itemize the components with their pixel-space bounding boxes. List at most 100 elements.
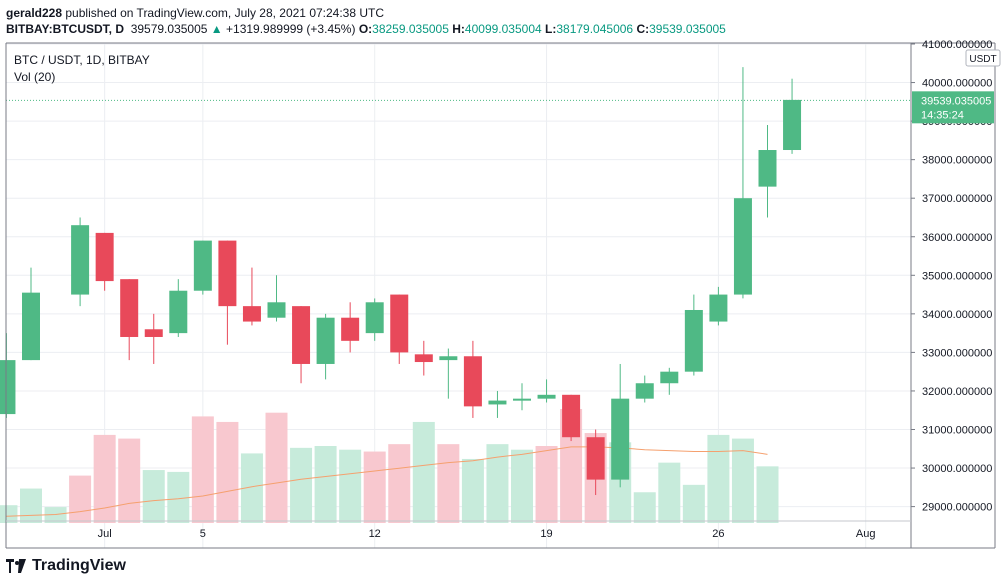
volume-bar [0, 505, 18, 523]
volume-bar [142, 470, 165, 523]
volume-bar [118, 438, 141, 523]
volume-bar [756, 466, 779, 523]
candle [684, 294, 703, 376]
price-tick-label: 29000.000000 [922, 502, 992, 514]
close-value: 39579.035005 [130, 22, 208, 36]
candle [144, 313, 163, 364]
candle-body [414, 354, 433, 363]
candle [733, 67, 752, 299]
candle-body [242, 306, 261, 322]
candle-body [95, 232, 114, 282]
volume-bar [682, 484, 705, 523]
last-price-label: 39539.035005 [921, 95, 991, 107]
candle-body [709, 294, 728, 322]
volume-bar [69, 475, 92, 523]
time-tick-label: 5 [200, 528, 206, 540]
time-axis[interactable]: Jul 5 12 19 26 Aug [98, 528, 876, 540]
candle-body [390, 294, 409, 353]
price-tick-label: 36000.000000 [922, 232, 992, 244]
price-tick-label: 33000.000000 [922, 347, 992, 359]
series-legend[interactable]: BTC / USDT, 1D, BITBAY [14, 53, 150, 67]
open-value: 38259.035005 [372, 22, 449, 36]
volume-bar [167, 471, 190, 523]
candle [292, 306, 311, 384]
volume-bar [265, 412, 288, 523]
volume-bar [339, 449, 362, 523]
chart-header: gerald228 published on TradingView.com, … [6, 5, 1001, 37]
candle-body [22, 292, 40, 361]
countdown-label: 14:35:24 [921, 109, 964, 121]
candle [365, 298, 384, 341]
candle [709, 286, 728, 326]
candle [660, 367, 679, 395]
low-value: 38179.045006 [556, 22, 634, 36]
volume-bar [290, 447, 313, 523]
candle [0, 333, 16, 418]
brand-name: TradingView [32, 557, 126, 574]
candle-body [660, 371, 679, 384]
candle-body [292, 306, 311, 364]
price-tick-label: 40000.000000 [922, 78, 992, 90]
candle-body [488, 400, 507, 405]
candle [537, 379, 556, 403]
candle [316, 313, 335, 380]
candle [758, 124, 777, 218]
volume-bar [191, 416, 214, 523]
volume-bar [633, 492, 656, 523]
price-tick-label: 37000.000000 [922, 193, 992, 205]
candle [586, 429, 605, 496]
candle [341, 302, 360, 353]
volume-legend[interactable]: Vol (20) [14, 70, 56, 84]
candle [390, 294, 409, 364]
candle-body [611, 398, 630, 480]
time-tick-label: Jul [98, 528, 112, 540]
candle [71, 217, 90, 307]
tradingview-footer[interactable]: TradingView [6, 557, 126, 575]
high-value: 40099.035004 [464, 22, 542, 36]
candle-body [758, 150, 777, 187]
author-name[interactable]: gerald228 [6, 6, 63, 20]
currency-badge: USDT [965, 49, 1001, 67]
up-arrow-icon: ▲ [210, 22, 223, 36]
ohlc-line: BITBAY:BTCUSDT, D 39579.035005 ▲ +1319.9… [6, 21, 1001, 37]
open-label: O: [358, 22, 373, 36]
candle-body [341, 317, 360, 341]
volume-bar [658, 462, 681, 523]
price-tick-label: 38000.000000 [922, 155, 992, 167]
symbol-label: BITBAY:BTCUSDT, D [6, 22, 125, 36]
volume-bars [0, 409, 779, 523]
price-axis[interactable]: 29000.000000 30000.000000 31000.000000 3200… [911, 39, 1001, 514]
candle [439, 348, 458, 399]
candle-body [144, 329, 163, 337]
candle-body [586, 437, 605, 480]
volume-bar [437, 444, 460, 523]
volume-bar [412, 421, 435, 523]
candle [783, 78, 802, 154]
tradingview-logo-icon [6, 559, 26, 573]
candle-body [463, 356, 482, 407]
volume-bar [560, 409, 583, 523]
time-tick-label: Aug [856, 528, 876, 540]
volume-bar [93, 434, 116, 523]
candlesticks [0, 67, 802, 496]
volume-ma-line [6, 446, 768, 517]
volume-bar [461, 458, 484, 523]
last-price-tag-bg [912, 91, 994, 124]
candle [635, 375, 654, 403]
candle [120, 279, 139, 361]
high-label: H: [452, 22, 465, 36]
change-value: +1319.989999 (+3.45%) [226, 22, 356, 36]
candle [488, 390, 507, 418]
candle-body [684, 309, 703, 372]
candle-body [365, 302, 384, 334]
volume-bar [511, 449, 533, 523]
candle [513, 383, 531, 411]
price-tick-label: 41000.000000 [922, 39, 992, 51]
volume-bar [486, 444, 509, 523]
candle [611, 363, 630, 488]
volume-bar [388, 444, 411, 523]
candle-body [169, 290, 188, 334]
candle [193, 240, 212, 295]
publish-info: published on TradingView.com, July 28, 2… [62, 6, 385, 20]
